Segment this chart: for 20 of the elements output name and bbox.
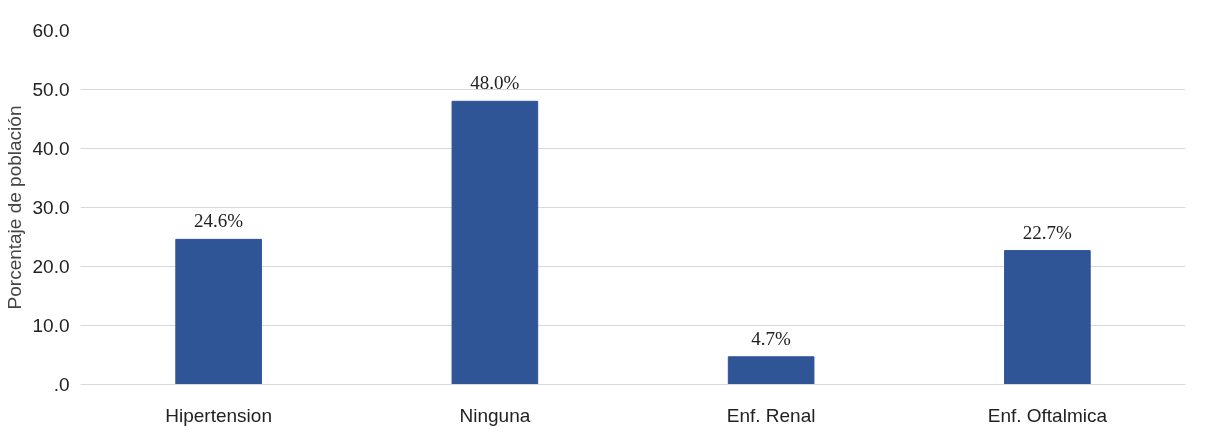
y-tick-label: .0 xyxy=(53,374,70,395)
data-label: 24.6% xyxy=(194,210,244,232)
bar xyxy=(451,100,539,385)
y-tick-label: 30.0 xyxy=(32,197,70,218)
x-tick-label: Hipertension xyxy=(165,404,272,426)
bar xyxy=(175,238,262,385)
y-tick-label: 10.0 xyxy=(32,315,70,336)
bar xyxy=(727,356,815,385)
data-label: 22.7% xyxy=(1022,221,1073,243)
x-tick-label: Ninguna xyxy=(459,404,531,426)
y-tick-label: 50.0 xyxy=(32,79,70,100)
x-tick-label: Enf. Oftalmica xyxy=(987,404,1108,426)
y-tick-label: 40.0 xyxy=(32,138,70,159)
y-axis-title: Porcentaje de población xyxy=(3,105,25,310)
y-tick-label: 20.0 xyxy=(32,256,70,277)
y-tick-label: 60.0 xyxy=(32,20,70,41)
x-tick-label: Enf. Renal xyxy=(726,404,816,426)
bar xyxy=(1004,250,1091,385)
data-label: 4.7% xyxy=(751,327,792,349)
data-label: 48.0% xyxy=(470,72,520,94)
